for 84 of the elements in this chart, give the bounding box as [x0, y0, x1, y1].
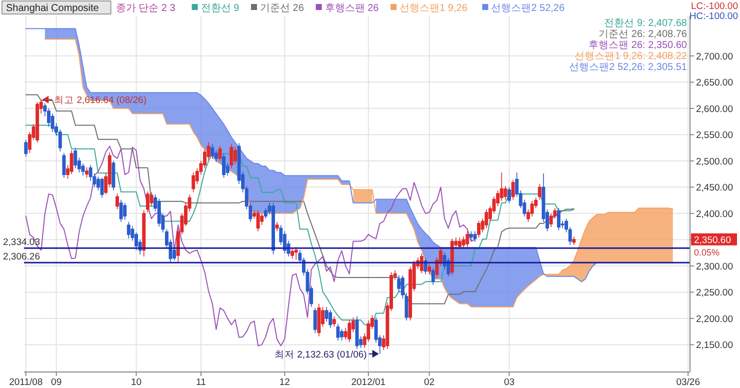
- candlestick: [146, 190, 150, 213]
- candlestick: [556, 208, 560, 231]
- candlestick: [431, 268, 435, 286]
- y-tick-label: 2,300.00: [696, 261, 733, 272]
- candlestick: [142, 210, 146, 257]
- candlestick: [275, 221, 279, 232]
- candlestick: [290, 248, 294, 259]
- candlestick: [126, 221, 130, 240]
- annotation: 최저 2,132.63 (01/06): [274, 349, 367, 360]
- x-tick-label: 02: [424, 377, 435, 388]
- candlestick: [313, 308, 317, 334]
- candlestick: [511, 179, 515, 200]
- y-tick-label: 2,700.00: [696, 51, 733, 62]
- candlestick: [112, 160, 116, 191]
- candlestick: [317, 303, 321, 337]
- x-tick-label: 2011/08: [9, 377, 43, 388]
- candlestick: [210, 144, 214, 160]
- y-tick-label: 2,450.00: [696, 182, 733, 194]
- x-tick-label: 10: [130, 377, 142, 388]
- candlestick: [348, 319, 352, 342]
- candlestick: [272, 202, 276, 255]
- annotation: 선행스팬1 9,26: 2,408.22: [574, 51, 688, 62]
- candlestick: [116, 193, 119, 210]
- annotation: HC:-100.00: [689, 11, 738, 22]
- legend-label: 전환선 9: [200, 3, 240, 14]
- candlestick: [123, 202, 127, 220]
- y-tick-label: 2,600.00: [696, 104, 733, 115]
- text: 0.05%: [694, 247, 720, 258]
- candlestick: [100, 177, 104, 198]
- y-tick-label: 2,250.00: [696, 288, 733, 299]
- candlestick: [538, 184, 542, 200]
- candlestick: [85, 166, 89, 178]
- candlestick: [24, 140, 28, 158]
- candlestick: [572, 236, 576, 246]
- candlestick: [328, 310, 332, 328]
- y-tick-label: 2,650.00: [696, 78, 733, 89]
- text: LC:-100.00: [690, 1, 738, 12]
- annotation: 기준선 26: 2,408.76: [598, 29, 688, 40]
- candlestick: [256, 210, 260, 232]
- text: 2,350.60: [694, 234, 731, 246]
- ref-line-label: 2,306.26: [3, 252, 40, 263]
- candlestick: [332, 316, 336, 328]
- x-tick-label: 12: [279, 377, 290, 388]
- y-tick-label: 2,500.00: [696, 156, 733, 168]
- candlestick: [428, 263, 432, 275]
- candlestick: [420, 252, 424, 274]
- candlestick: [484, 208, 488, 229]
- legend-label: 선행스팬1 9,26: [400, 3, 468, 14]
- x-tick-label: 03/26: [676, 377, 700, 388]
- candlestick: [74, 147, 78, 169]
- annotation: 선행스팬2 52,26: 2,305.51: [569, 62, 688, 73]
- legend-label: 기준선 26: [260, 3, 304, 14]
- candlestick: [222, 153, 226, 178]
- candlestick: [477, 220, 481, 238]
- x-tick-label: 2012/01: [351, 377, 386, 388]
- candlestick: [119, 199, 123, 222]
- annotation: 후행스팬 26: 2,350.60: [588, 40, 688, 51]
- candlestick: [469, 230, 473, 242]
- candlestick: [233, 146, 237, 164]
- candlestick: [355, 316, 359, 350]
- candlestick: [466, 230, 470, 248]
- candlestick: [458, 237, 462, 250]
- y-tick-label: 2,150.00: [696, 340, 733, 352]
- y-tick-label: 2,400.00: [696, 208, 733, 220]
- candlestick: [450, 238, 454, 276]
- chart-title: Shanghai Composite: [6, 3, 100, 14]
- x-tick-label: 11: [196, 377, 206, 388]
- y-tick-label: 2,550.00: [696, 130, 733, 142]
- x-tick-label: 09: [51, 377, 62, 388]
- candlestick: [62, 152, 66, 178]
- legend-label: 후행스팬 26: [324, 3, 380, 14]
- candlestick: [36, 102, 40, 143]
- candlestick: [473, 230, 477, 242]
- candlestick: [336, 323, 340, 341]
- candlestick: [230, 144, 234, 169]
- x-tick-label: 03: [504, 377, 515, 388]
- text: 종가 단순 2 3: [116, 3, 176, 14]
- candlestick: [192, 172, 196, 193]
- annotation: 전환선 9: 2,407.68: [604, 18, 688, 29]
- y-tick-label: 2,200.00: [696, 314, 733, 325]
- candlestick: [507, 186, 511, 204]
- legend-label: 선행스팬2 52,26: [491, 3, 566, 14]
- candlestick: [294, 246, 298, 260]
- candlestick: [218, 146, 222, 162]
